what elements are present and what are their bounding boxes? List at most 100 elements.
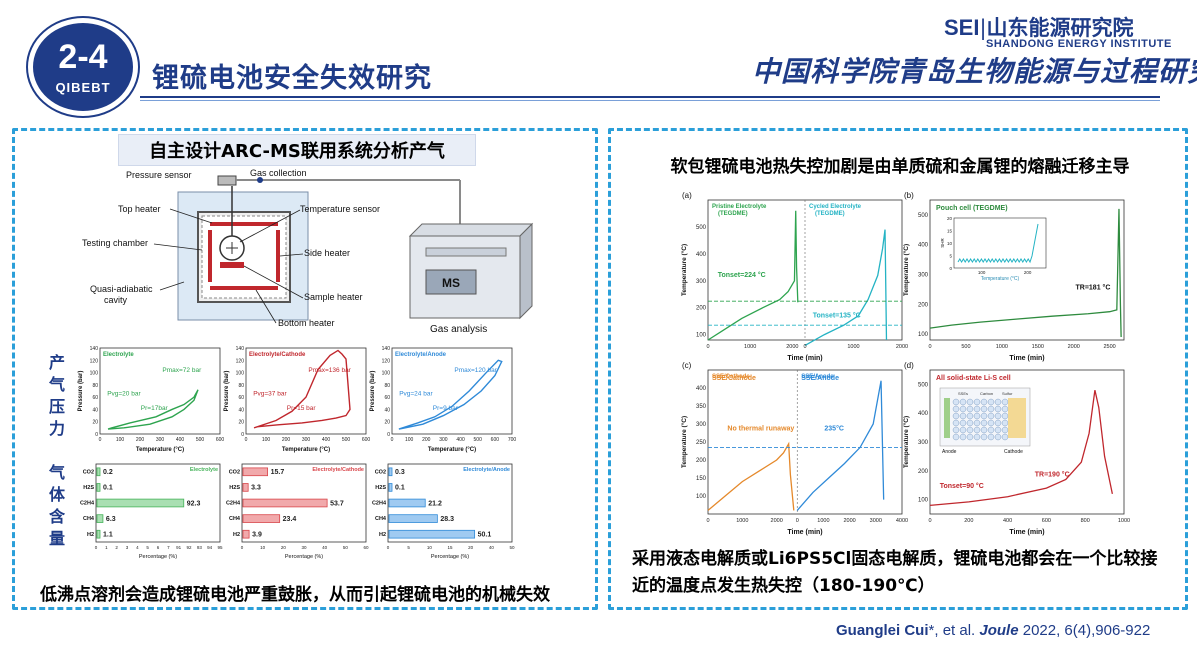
chart-title: Electrolyte/Cathode — [312, 467, 364, 473]
gas-bar — [242, 498, 328, 508]
sse-particle — [973, 419, 981, 427]
sse-particle — [994, 433, 1002, 441]
anode-layer — [944, 398, 950, 438]
title-divider — [140, 96, 1160, 98]
sse-particle — [1001, 433, 1009, 441]
chart-title: All solid-state Li-S cell — [936, 375, 1011, 382]
chart-title: Pouch cell (TEGDME) — [936, 205, 1008, 212]
inset-legend-carbon: Carbon — [980, 391, 993, 396]
sse-particle — [952, 398, 960, 406]
x-axis-label: Percentage (%) — [285, 554, 323, 560]
y-tick-label: 100 — [918, 332, 929, 338]
x-tick-label: 15 — [447, 545, 453, 550]
y-tick-label: 40 — [238, 407, 244, 413]
y-tick-label: 60 — [92, 395, 98, 401]
x-tick-label: 2000 — [1068, 344, 1080, 350]
x-tick-label: 100 — [405, 437, 414, 443]
badge-org: QIBEBT — [55, 79, 111, 95]
legend-entry: SSE/Cathode — [712, 374, 750, 380]
bar-value-label: 0.1 — [395, 485, 405, 492]
institute-sei: SEI — [944, 15, 980, 40]
y-tick-label: 100 — [236, 371, 245, 377]
institute-cn: 山东能源研究院 — [986, 16, 1134, 40]
label-gas-collection: Gas collection — [250, 168, 307, 178]
sse-particle — [973, 412, 981, 420]
y-tick-label: 120 — [236, 358, 245, 364]
gas-chart-electrolyte-anode: Electrolyte/Anode CO2 0.3 H2S 0.1 C2H4 21.2 CH4… — [372, 463, 515, 560]
inset-legend-sulfur: Sulfur — [1002, 391, 1013, 396]
x-tick-label: 0 — [245, 437, 248, 443]
x-tick-label: 0 — [803, 344, 806, 350]
x-tick-label: 2000 — [786, 344, 798, 350]
x-tick-label: 3 — [126, 545, 129, 550]
y-tick-label: 100 — [382, 371, 391, 377]
chart-title: Electrolyte/Anode — [395, 352, 447, 358]
bar-value-label: 3.3 — [251, 485, 261, 492]
bar-value-label: 6.3 — [106, 516, 116, 523]
y-axis-label: Temperature (°C) — [902, 244, 910, 296]
pressure-chart-electrolyte: 0 20 40 60 80 100 120 140 0 100 200 300 400 500 600 Tem… — [78, 346, 224, 453]
cathode-layer — [1008, 398, 1026, 438]
temperature-curve — [707, 210, 799, 341]
y-axis-label: Pressure (bar) — [370, 371, 376, 412]
x-tick-label: 400 — [1003, 518, 1012, 524]
sse-particle — [994, 412, 1002, 420]
bar-value-label: 23.4 — [283, 516, 297, 523]
gas-bar — [388, 529, 476, 539]
x-axis-label: Percentage (%) — [431, 554, 469, 560]
sse-particle — [966, 426, 974, 434]
x-tick-label: 400 — [176, 437, 185, 443]
y-tick-label: 400 — [918, 243, 929, 249]
annotation: TR=190 °C — [1035, 471, 1070, 479]
y-tick-label: 40 — [384, 407, 390, 413]
y-tick-label: 0 — [95, 432, 98, 438]
x-tick-label: 20 — [281, 545, 287, 550]
x-tick-label: 2000 — [771, 518, 783, 524]
y-tick-label: 100 — [90, 371, 99, 377]
x-tick-label: 93 — [197, 545, 203, 550]
gas-bar — [388, 498, 426, 508]
sse-particle — [966, 398, 974, 406]
x-axis-label: Time (min) — [1009, 355, 1044, 362]
legend-entry: SSE/Anode — [801, 375, 839, 382]
x-tick-label: 50 — [509, 545, 515, 550]
x-tick-label: 10 — [260, 545, 266, 550]
annotation: Tonset=135 °C — [813, 312, 861, 320]
bar-value-label: 1.1 — [103, 532, 113, 539]
institute-cas: 中国科学院青岛生物能源与过程研究所 — [752, 55, 1197, 88]
x-tick-label: 1 — [105, 545, 108, 550]
chart-title: Electrolyte — [103, 352, 134, 358]
x-tick-label: 500 — [961, 344, 970, 350]
gas-chart-electrolyte-cathode: Electrolyte/Cathode CO2 15.7 H2S 3.3 C2H4 53.7… — [226, 463, 369, 560]
inset-anode-label: Anode — [942, 449, 957, 455]
sse-particle — [994, 405, 1002, 413]
y-tick-label: 200 — [918, 302, 929, 308]
category-label: CO2 — [375, 469, 386, 475]
sse-particle — [987, 426, 995, 434]
x-tick-label: 91 — [176, 545, 182, 550]
temperature-curve — [929, 208, 1122, 338]
annotation: Pvg=37 bar — [253, 390, 287, 397]
sse-particle — [994, 398, 1002, 406]
y-axis-label: Pressure (bar) — [78, 371, 84, 412]
y-tick-label: 140 — [90, 346, 99, 352]
x-tick-label: 0 — [928, 344, 931, 350]
left-subtitle: 自主设计ARC-MS联用系统分析产气 — [118, 134, 476, 166]
category-label: C2H4 — [372, 501, 387, 507]
label-pressure-sensor: Pressure sensor — [126, 170, 192, 180]
annotation: No thermal runaway — [727, 425, 794, 432]
plot-frame — [707, 369, 903, 515]
y-tick-label: 80 — [384, 383, 390, 389]
x-tick-label: 1000 — [996, 344, 1008, 350]
sse-particle — [952, 405, 960, 413]
x-tick-label: 4 — [136, 545, 139, 550]
x-tick-label: 2000 — [896, 344, 908, 350]
x-tick-label: 300 — [156, 437, 165, 443]
x-axis-label: Temperature (°C) — [282, 447, 330, 453]
legend-entry: SSE/Anode — [801, 374, 834, 380]
y-tick-label: 120 — [382, 358, 391, 364]
bar-value-label: 3.9 — [252, 532, 262, 539]
sse-particle — [994, 419, 1002, 427]
sse-particle — [980, 412, 988, 420]
sse-particle — [952, 419, 960, 427]
